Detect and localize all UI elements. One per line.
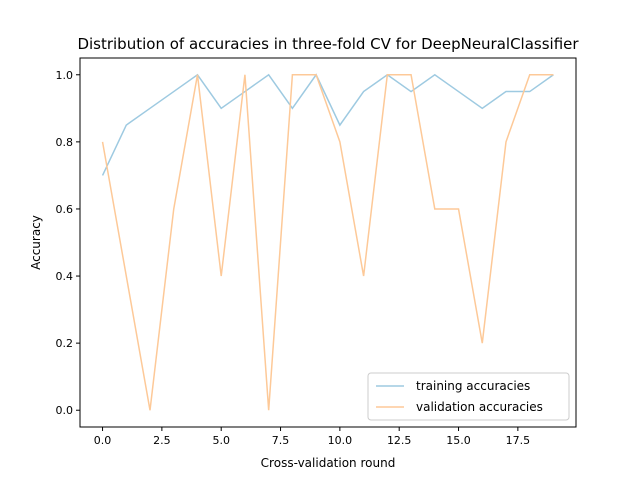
series-line-0 bbox=[101, 73, 554, 176]
legend: training accuracies validation accuracies bbox=[367, 372, 570, 421]
x-tick-label: 17.5 bbox=[506, 434, 531, 447]
plot-lines bbox=[101, 73, 554, 411]
y-tick-label: 1.0 bbox=[56, 69, 74, 82]
y-tick-label: 0.6 bbox=[56, 203, 74, 216]
x-tick-label: 2.5 bbox=[153, 434, 171, 447]
y-tick-label: 0.8 bbox=[56, 136, 74, 149]
x-tick-label: 10.0 bbox=[328, 434, 353, 447]
x-tick-label: 0.0 bbox=[94, 434, 112, 447]
y-axis-label: Accuracy bbox=[29, 215, 43, 270]
legend-label-0: training accuracies bbox=[416, 379, 530, 393]
x-tick-label: 5.0 bbox=[212, 434, 230, 447]
x-tick-label: 12.5 bbox=[387, 434, 412, 447]
x-tick-label: 7.5 bbox=[272, 434, 290, 447]
y-tick-label: 0.0 bbox=[56, 404, 74, 417]
y-axis: 0.0 0.2 0.4 0.6 0.8 1.0 bbox=[56, 69, 80, 417]
x-axis: 0.0 2.5 5.0 7.5 10.0 12.5 15.0 17.5 bbox=[94, 427, 530, 447]
x-axis-label: Cross-validation round bbox=[261, 456, 396, 470]
plot-frame bbox=[79, 57, 577, 428]
y-tick-label: 0.2 bbox=[56, 337, 74, 350]
legend-box bbox=[367, 372, 570, 421]
x-tick-label: 15.0 bbox=[446, 434, 471, 447]
series-line-1 bbox=[101, 74, 554, 411]
chart-title: Distribution of accuracies in three-fold… bbox=[77, 35, 579, 53]
y-tick-label: 0.4 bbox=[56, 270, 74, 283]
legend-label-1: validation accuracies bbox=[416, 400, 543, 414]
